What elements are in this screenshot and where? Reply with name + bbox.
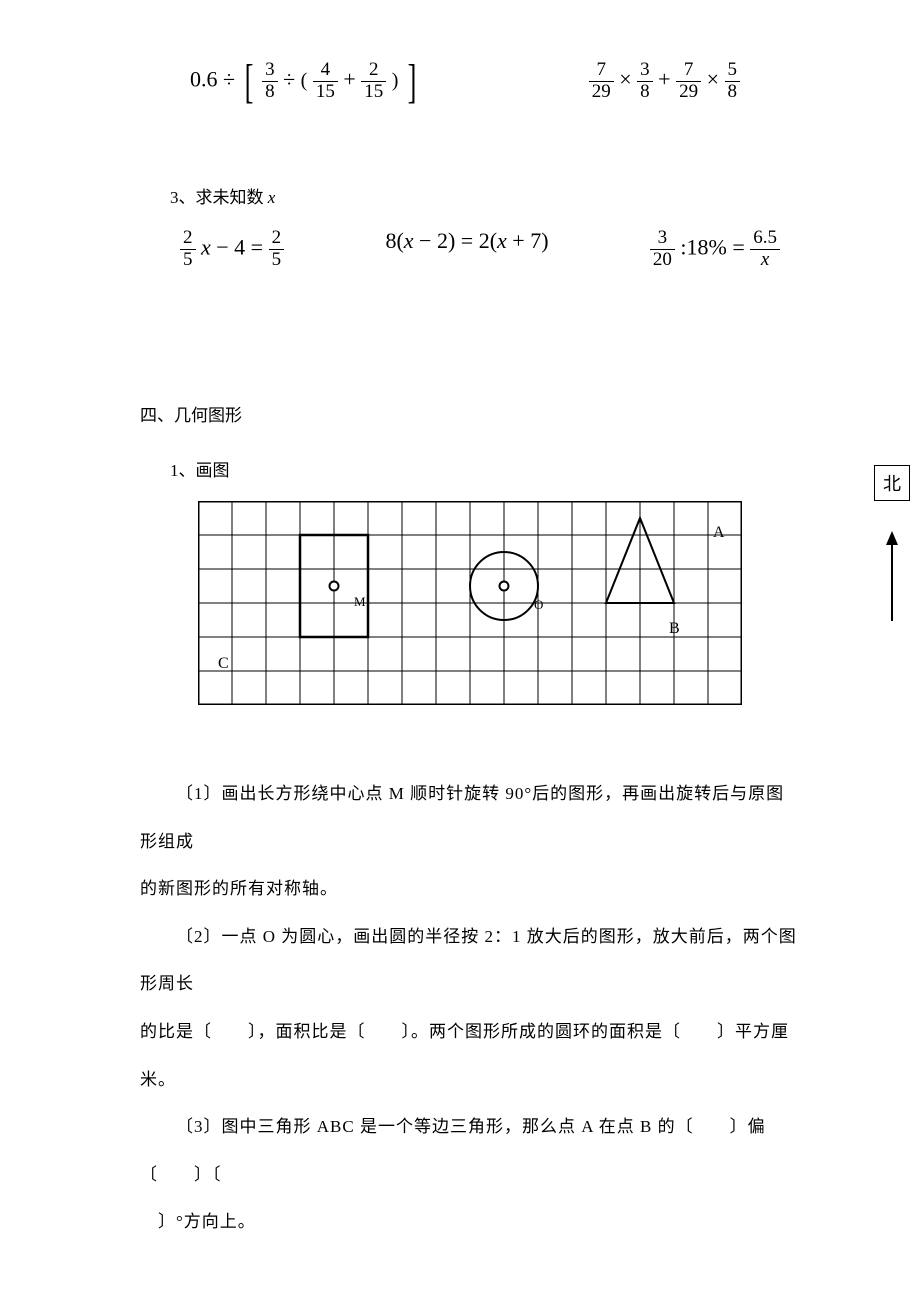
eq1r-op2: + [658, 66, 670, 91]
eq3a-minus: − 4 = [216, 235, 263, 260]
frac-6.5-x: 6.5x [750, 228, 780, 271]
lparen-icon: ( [301, 70, 308, 92]
eq1-op2: ÷ [283, 67, 295, 92]
grid-svg: M O A B C [198, 501, 742, 705]
p3-a: 〔3〕图中三角形 ABC 是一个等边三角形，那么点 A 在点 B 的〔 〕偏〔 … [140, 1103, 800, 1198]
sub-1-title: 1、画图 [170, 456, 800, 481]
lbracket-icon: [ [244, 60, 253, 103]
frac-7-29a: 729 [589, 60, 614, 103]
eq-1-left: 0.6 ÷ [ 38 ÷ ( 415 + 215 ) ] [190, 60, 420, 103]
rbracket-icon: ] [408, 60, 417, 103]
frac-4-15: 415 [313, 60, 338, 103]
eq-1-right: 729 × 38 + 729 × 58 [589, 60, 740, 103]
p3-b: 〕°方向上。 [140, 1198, 800, 1246]
p2-a: 〔2〕一点 O 为圆心，画出圆的半径按 2：1 放大后的图形，放大前后，两个图形… [140, 913, 800, 1008]
q3-var: x [268, 188, 276, 207]
eq1-op3: + [343, 67, 355, 92]
svg-text:B: B [669, 620, 680, 637]
q3-title: 3、求未知数 [170, 188, 264, 207]
frac-3-8b: 38 [637, 60, 653, 103]
equation-row-3: 25 x − 4 = 25 8(x − 2) = 2(x + 7) 320 :1… [140, 228, 800, 271]
frac-2-15: 215 [361, 60, 386, 103]
frac-7-29b: 729 [676, 60, 701, 103]
frac-5-8: 58 [725, 60, 741, 103]
frac-3-8: 38 [262, 60, 278, 103]
frac-2-5b: 25 [269, 228, 285, 271]
rparen-icon: ) [392, 70, 399, 92]
p1-a: 〔1〕画出长方形绕中心点 M 顺时针旋转 90°后的图形，再画出旋转后与原图形组… [140, 770, 800, 865]
eq3c-colon: :18% = [680, 235, 744, 260]
frac-2-5a: 25 [180, 228, 196, 271]
p2-b: 的比是〔 〕，面积比是〔 〕。两个图形所成的圆环的面积是〔 〕平方厘米。 [140, 1008, 800, 1103]
q3-title-line: 3、求未知数 x [170, 183, 800, 208]
svg-text:A: A [713, 524, 725, 541]
svg-text:M: M [354, 594, 366, 609]
equation-row-1: 0.6 ÷ [ 38 ÷ ( 415 + 215 ) ] 729 × 38 + … [140, 60, 800, 103]
eq3-a: 25 x − 4 = 25 [180, 228, 284, 271]
eq1r-op1: × [619, 66, 631, 91]
eq3-c: 320 :18% = 6.5x [650, 228, 780, 271]
p1-b: 的新图形的所有对称轴。 [140, 865, 800, 913]
north-arrow-icon [882, 531, 902, 621]
eq3-b: 8(x − 2) = 2(x + 7) [385, 228, 548, 271]
eq1-a: 0.6 [190, 67, 218, 92]
eq1r-op3: × [707, 66, 719, 91]
compass: 北 [874, 465, 910, 621]
eq3a-x: x [201, 235, 211, 260]
svg-text:O: O [534, 597, 543, 612]
eq1-op1: ÷ [223, 67, 235, 92]
section-4-title: 四、几何图形 [140, 401, 800, 426]
compass-label: 北 [874, 465, 910, 501]
grid-figure: M O A B C [140, 501, 800, 710]
svg-text:C: C [218, 655, 229, 672]
frac-3-20: 320 [650, 228, 675, 271]
